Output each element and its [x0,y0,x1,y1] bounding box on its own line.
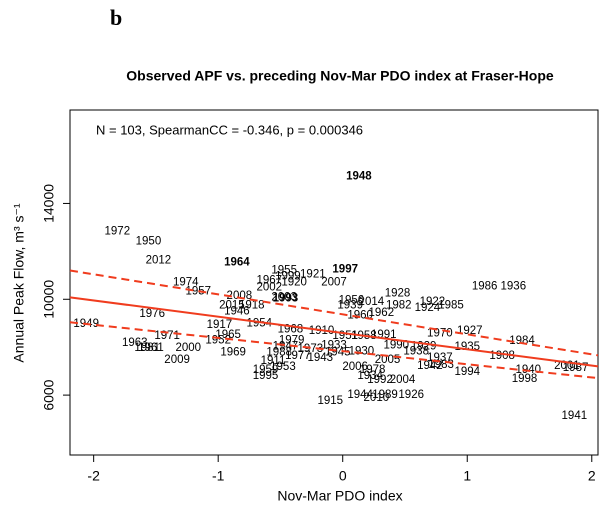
point-label: 1976 [139,308,165,320]
x-tick-label: 1 [463,468,471,484]
point-label: 1992 [367,374,393,386]
point-label: 1986 [472,280,498,292]
point-label: 1981 [134,342,160,354]
point-label: 1950 [136,235,162,247]
point-label: 1962 [369,307,395,319]
annotation: N = 103, SpearmanCC = -0.346, p = 0.0003… [96,122,363,137]
point-label: 2009 [164,354,190,366]
point-label: 1985 [438,299,464,311]
point-label: 1928 [385,287,411,299]
x-tick-label: -2 [87,468,100,484]
point-label: 1972 [105,226,131,238]
point-label: 1963 [122,337,148,349]
point-label: 2008 [227,290,253,302]
point-label: 1956 [339,294,365,306]
point-label: 1979 [279,334,305,346]
point-label: 1918 [239,299,265,311]
point-label: 2010 [364,392,390,404]
point-label: 1978 [360,364,386,376]
point-label: 1961 [138,342,164,354]
point-label: 1994 [454,366,480,378]
point-label: 1921 [300,268,326,280]
point-label: 2014 [359,296,385,308]
point-label: 1922 [420,296,446,308]
point-label: 1926 [398,389,424,401]
point-label: 1959 [253,364,279,376]
point-label: 1957 [185,285,211,297]
point-label: 1952 [205,334,231,346]
point-label: 1915 [317,395,343,407]
y-axis-label: Annual Peak Flow, m³ s⁻¹ [11,203,27,362]
point-label: 1965 [215,329,241,341]
point-label: 1967 [256,274,282,286]
point-label: 1944 [347,389,373,401]
point-label: 1911 [261,355,286,367]
panel-label: b [110,5,122,30]
fit-line [69,321,599,380]
point-label: 1955 [271,264,297,276]
point-label: 1934 [357,370,383,382]
point-label: 1954 [246,317,272,329]
x-axis-label: Nov-Mar PDO index [277,488,402,504]
point-label: 1999 [275,270,301,282]
point-label: 1953 [270,361,296,373]
point-label: 1930 [349,345,375,357]
point-label: 2003 [271,291,297,303]
point-label: 1948 [346,171,372,183]
point-label: 1942 [417,360,443,372]
point-label: 1984 [509,335,535,347]
y-tick-label: 14000 [41,184,57,223]
fit-line [69,296,599,368]
point-label: 1941 [562,410,588,422]
point-label: 1946 [224,305,250,317]
point-label: 1943 [308,352,334,364]
point-label: 1917 [207,319,233,331]
x-tick-label: -1 [212,468,225,484]
x-tick-label: 2 [588,468,596,484]
point-label: 1989 [372,389,398,401]
point-label: 1993 [273,292,299,304]
point-label: 2015 [219,299,245,311]
fit-line [69,269,599,357]
point-label: 2012 [146,254,172,266]
point-label: 1998 [512,373,538,385]
point-label: 1995 [253,370,279,382]
point-label: 1933 [321,339,347,351]
point-label: 1938 [403,345,429,357]
point-label: 1982 [386,299,412,311]
point-label: 2006 [342,361,368,373]
point-label: 1927 [457,325,483,337]
point-label: 1964 [224,256,250,268]
point-label: 2004 [390,374,416,386]
point-label: 2007 [321,276,347,288]
point-label: 1939 [337,299,363,311]
point-label: 1969 [220,346,246,358]
y-tick-label: 10000 [41,280,57,319]
chart-title: Observed APF vs. preceding Nov-Mar PDO i… [126,68,554,84]
x-tick-label: 0 [339,468,347,484]
point-label: 1920 [281,276,307,288]
point-label: 1997 [332,263,358,275]
point-label: 1974 [173,276,199,288]
point-label: 2000 [176,342,202,354]
y-tick-label: 6000 [41,379,57,410]
point-label: 1988 [266,346,292,358]
point-label: 1990 [383,339,409,351]
point-label: 2002 [256,281,282,293]
plot-frame [69,109,599,456]
point-label: 1924 [415,302,441,314]
point-label: 1936 [501,280,527,292]
point-label: 1947 [273,340,299,352]
point-label: 1977 [285,350,311,362]
